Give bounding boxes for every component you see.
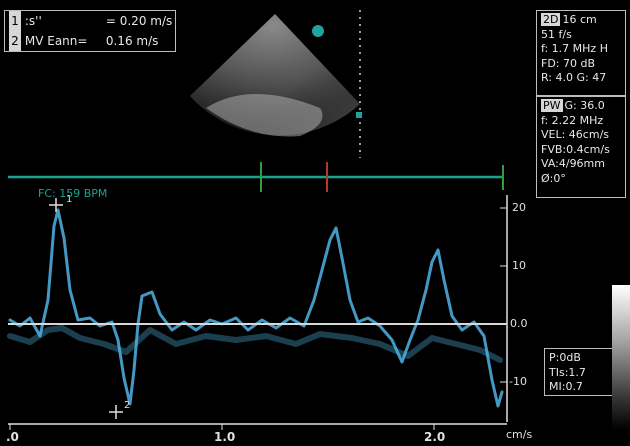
measurement-index: 2 <box>9 31 21 51</box>
panel-2d-line: f: 1.7 MHz H <box>541 42 608 55</box>
echo-ventricle-wall <box>206 94 323 137</box>
panel-pw-line: Ø:0° <box>541 171 566 185</box>
panel-power-line: MI:0.7 <box>549 380 583 393</box>
panel-2d-line: R: 4.0 G: 47 <box>541 71 607 84</box>
panel-pw-line: VEL: 46cm/s <box>541 128 610 141</box>
panel-pw-line: VA:4/96mm <box>541 157 605 170</box>
panel-power-line: TIs:1.7 <box>549 365 586 379</box>
panel-pw-line: f: 2.22 MHz <box>541 113 604 127</box>
panel-pw-settings: PW G: 36.0 f: 2.22 MHz VEL: 46cm/s FVB:0.… <box>536 96 626 198</box>
velocity-tick-label: 10 <box>512 259 526 272</box>
sample-volume-marker <box>312 25 324 37</box>
time-tick-label: 2.0 <box>424 430 446 444</box>
panel-power-line: P:0dB <box>549 351 581 364</box>
doppler-spectrum <box>7 208 504 408</box>
doppler-envelope <box>8 208 504 408</box>
echo-sector-shading <box>190 14 360 136</box>
panel-2d-header-row: 2D 16 cm <box>541 13 621 28</box>
velocity-unit-label: cm/s <box>506 428 533 441</box>
panel-2d-line: 51 f/s <box>541 27 572 41</box>
caliper-2-label: 2 <box>124 400 131 411</box>
depth-marker <box>356 112 362 118</box>
measurement-row: 2 MV Eann= 0.16 m/s <box>9 31 175 51</box>
measurement-index: 1 <box>9 11 21 31</box>
panel-pw-line: FVB:0.4cm/s <box>541 142 610 156</box>
measurement-row: 1 :s'' = 0.20 m/s <box>9 11 175 31</box>
panel-2d-depth: 16 cm <box>562 13 597 26</box>
measurement-box: 1 :s'' = 0.20 m/s 2 MV Eann= 0.16 m/s <box>4 10 176 52</box>
time-tick-label: .0 <box>6 430 19 444</box>
panel-2d-line: FD: 70 dB <box>541 56 596 70</box>
velocity-tick-label: 20 <box>512 201 526 214</box>
measurement-value: 0.16 m/s <box>105 34 159 48</box>
caliper-1-label: 1 <box>66 194 73 205</box>
panel-2d-settings: 2D 16 cm 51 f/s f: 1.7 MHz H FD: 70 dB R:… <box>536 10 626 96</box>
velocity-tick-label: -10 <box>509 375 527 388</box>
panel-power-settings: P:0dB TIs:1.7 MI:0.7 <box>544 348 626 396</box>
time-tick-label: 1.0 <box>214 430 236 444</box>
caliper-1[interactable] <box>49 198 63 212</box>
panel-pw-header: PW <box>541 99 563 112</box>
greyscale-bar <box>612 285 630 430</box>
panel-2d-header: 2D <box>541 13 561 26</box>
velocity-tick-label: 0.0 <box>510 317 528 330</box>
measurement-value: = 0.20 m/s <box>105 14 173 28</box>
doppler-fill <box>7 325 503 363</box>
measurement-name: MV Eann= <box>24 34 88 48</box>
panel-pw-gain: G: 36.0 <box>564 99 605 112</box>
heart-rate-label: FC: 159 BPM <box>38 187 108 200</box>
panel-pw-header-row: PW G: 36.0 <box>541 99 621 114</box>
caliper-2[interactable] <box>109 405 123 419</box>
measurement-name: :s'' <box>24 14 42 28</box>
